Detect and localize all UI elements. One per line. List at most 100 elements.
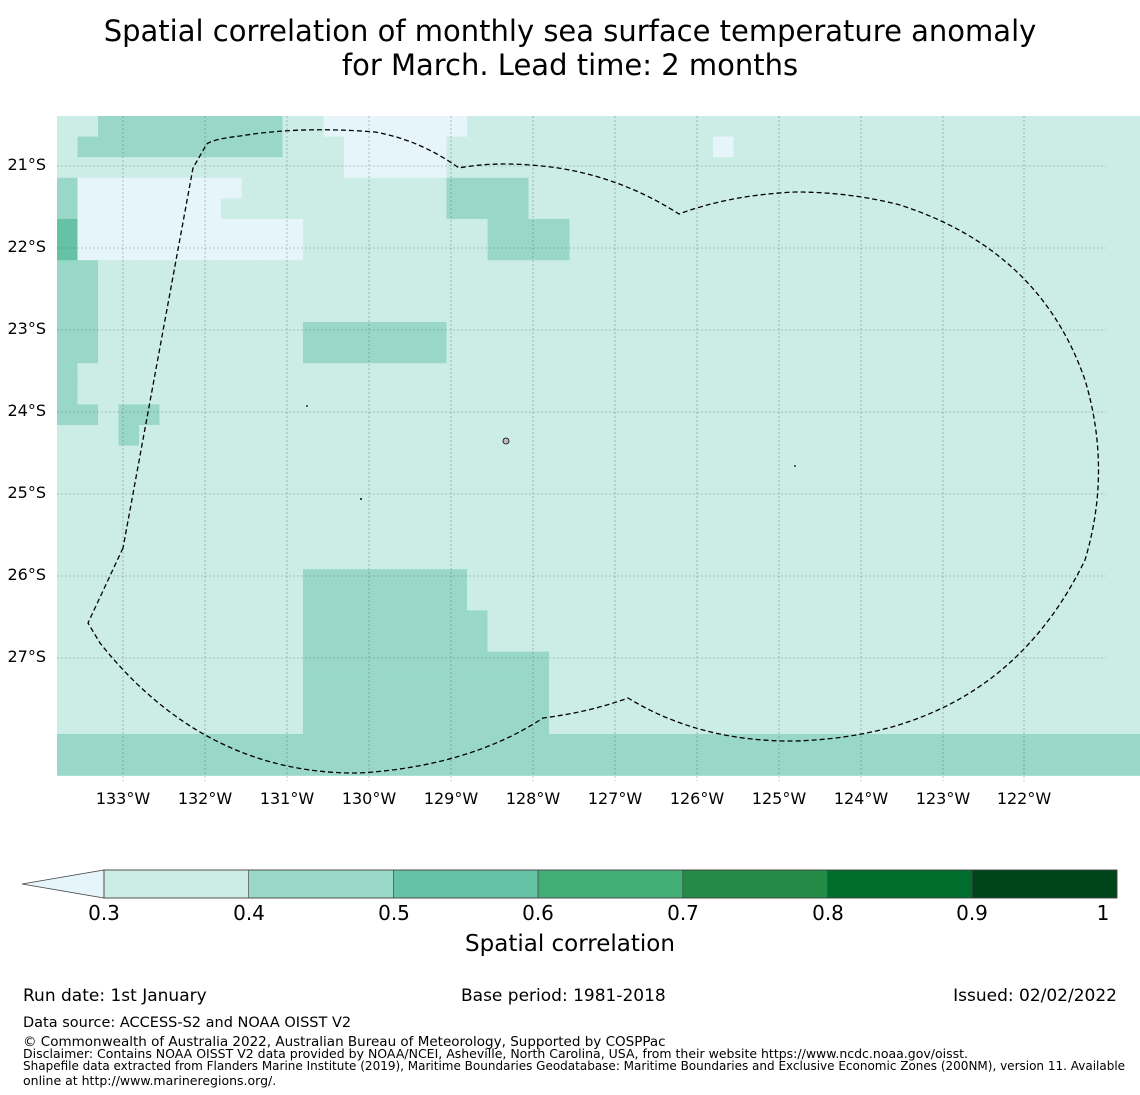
grid-cell (569, 445, 591, 467)
colorbar-tick: 0.6 (522, 901, 554, 925)
grid-cell (426, 507, 448, 529)
grid-cell (180, 631, 202, 653)
grid-cell (754, 425, 776, 447)
grid-cell (1020, 651, 1042, 673)
grid-cell (590, 425, 612, 447)
grid-cell (733, 466, 755, 488)
grid-cell (98, 713, 120, 735)
grid-cell (918, 425, 940, 447)
grid-cell (364, 734, 386, 756)
grid-cell (98, 177, 120, 199)
grid-cell (426, 425, 448, 447)
grid-cell (364, 466, 386, 488)
grid-cell (651, 631, 673, 653)
grid-cell (651, 507, 673, 529)
grid-cell (1082, 754, 1104, 776)
grid-cell (1000, 589, 1022, 611)
grid-cell (344, 734, 366, 756)
grid-cell (959, 116, 981, 138)
grid-cell (856, 157, 878, 179)
grid-cell (446, 301, 468, 323)
grid-cell (754, 548, 776, 570)
grid-cell (57, 692, 79, 714)
grid-cell (467, 404, 489, 426)
grid-cell (426, 363, 448, 385)
grid-cell (487, 239, 509, 261)
grid-cell (815, 466, 837, 488)
grid-cell (856, 363, 878, 385)
grid-cell (836, 548, 858, 570)
grid-cell (405, 569, 427, 591)
grid-cell (344, 445, 366, 467)
grid-cell (631, 322, 653, 344)
grid-cell (959, 713, 981, 735)
grid-cell (508, 651, 530, 673)
grid-cell (221, 754, 243, 776)
grid-cell (1123, 177, 1140, 199)
grid-cell (200, 631, 222, 653)
grid-cell (221, 589, 243, 611)
grid-cell (364, 177, 386, 199)
grid-cell (303, 383, 325, 405)
grid-cell (221, 383, 243, 405)
grid-cell (1020, 713, 1042, 735)
grid-cell (877, 280, 899, 302)
grid-cell (631, 589, 653, 611)
grid-cell (323, 672, 345, 694)
grid-cell (590, 754, 612, 776)
grid-cell (672, 692, 694, 714)
grid-cell (282, 569, 304, 591)
grid-cell (897, 280, 919, 302)
grid-cell (1041, 507, 1063, 529)
grid-cell (692, 631, 714, 653)
grid-cell (651, 116, 673, 138)
lon-label: 124°W (833, 789, 889, 808)
grid-cell (1041, 651, 1063, 673)
grid-cell (57, 280, 79, 302)
grid-cell (487, 260, 509, 282)
grid-cell (918, 569, 940, 591)
grid-cell (569, 651, 591, 673)
grid-cell (938, 198, 960, 220)
grid-cell (262, 198, 284, 220)
lat-label: 24°S (7, 401, 46, 420)
grid-cell (877, 157, 899, 179)
grid-cell (77, 528, 99, 550)
grid-cell (118, 589, 140, 611)
colorbar-tick: 0.8 (812, 901, 844, 925)
grid-cell (1061, 404, 1083, 426)
grid-cell (774, 342, 796, 364)
grid-cell (713, 651, 735, 673)
grid-cell (487, 569, 509, 591)
grid-cell (1102, 280, 1124, 302)
grid-cell (979, 116, 1001, 138)
grid-cell (241, 528, 263, 550)
grid-cell (1102, 692, 1124, 714)
grid-cell (979, 219, 1001, 241)
grid-cell (672, 610, 694, 632)
grid-cell (323, 651, 345, 673)
grid-cell (528, 692, 550, 714)
grid-cell (57, 486, 79, 508)
grid-cell (405, 589, 427, 611)
grid-cell (610, 713, 632, 735)
grid-cell (139, 342, 161, 364)
grid-cell (139, 466, 161, 488)
grid-cell (733, 136, 755, 158)
grid-cell (631, 692, 653, 714)
grid-cell (754, 445, 776, 467)
grid-cell (1061, 198, 1083, 220)
grid-cell (508, 569, 530, 591)
grid-cell (549, 280, 571, 302)
grid-cell (426, 589, 448, 611)
grid-cell (713, 754, 735, 776)
grid-cell (795, 157, 817, 179)
grid-cell (57, 734, 79, 756)
grid-cell (1020, 445, 1042, 467)
island-marker (502, 437, 510, 445)
grid-cell (1123, 486, 1140, 508)
grid-cell (713, 548, 735, 570)
colorbar-cell (827, 869, 973, 899)
grid-cell (672, 754, 694, 776)
grid-cell (467, 486, 489, 508)
